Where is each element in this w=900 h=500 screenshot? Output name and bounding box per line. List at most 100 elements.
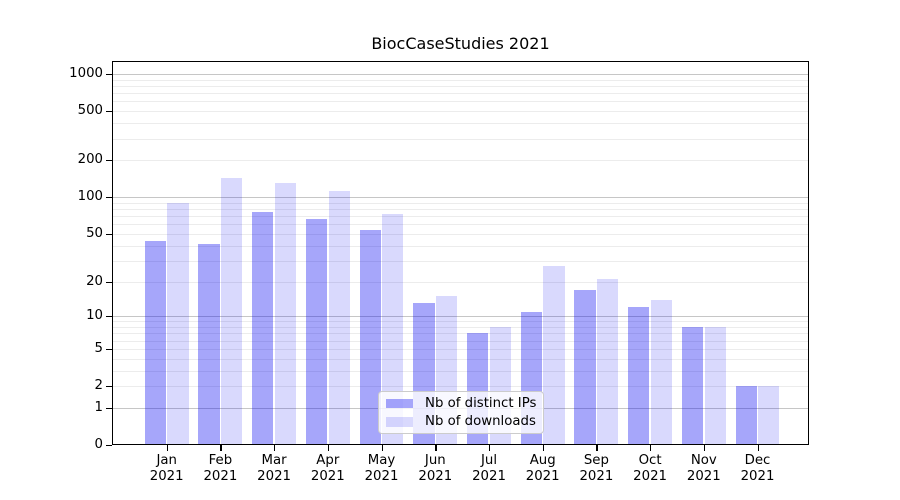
x-axis-tick-label-line: 2021	[364, 468, 399, 484]
plot-area	[112, 61, 809, 445]
gridline-minor	[112, 209, 809, 210]
gridline-minor	[112, 348, 809, 350]
y-axis-tick	[105, 348, 112, 351]
x-axis-tick-label: Jun 2021	[403, 453, 467, 484]
bar-distinct-ips	[252, 211, 274, 445]
bar-downloads	[650, 299, 673, 445]
x-axis-tick-label-line: Feb	[208, 453, 233, 468]
legend-label: Nb of downloads	[425, 414, 536, 430]
bar-distinct-ips	[735, 386, 757, 445]
legend-swatch-downloads	[386, 417, 413, 427]
x-axis-tick-label-line: Apr	[316, 453, 340, 468]
x-axis-tick-label: Feb 2021	[188, 453, 252, 484]
bar-distinct-ips	[681, 327, 704, 445]
gridline-minor	[112, 93, 809, 95]
y-axis-tick	[105, 445, 112, 447]
x-axis-tick	[596, 445, 598, 451]
bar-downloads	[704, 327, 726, 445]
x-axis-tick-label: Nov 2021	[672, 453, 736, 484]
gridline-major	[112, 316, 809, 318]
x-axis-tick-label-line: Jul	[480, 453, 498, 468]
legend-item: Nb of distinct IPs	[379, 394, 543, 413]
y-axis-tick-label: 2	[94, 378, 103, 393]
x-axis-tick	[489, 445, 491, 451]
gridline-major	[112, 197, 809, 199]
gridline-minor	[112, 111, 809, 113]
gridline-minor	[112, 101, 809, 103]
gridline-minor	[112, 370, 809, 372]
bar-downloads	[328, 191, 350, 445]
gridline-minor	[112, 260, 809, 262]
x-axis-tick	[542, 445, 544, 451]
x-axis-tick	[274, 445, 276, 451]
gridline-minor	[112, 327, 809, 328]
bar-downloads	[758, 386, 780, 445]
bar-downloads	[221, 177, 243, 445]
x-axis-tick-label: Apr 2021	[296, 453, 360, 484]
bar-downloads	[543, 266, 565, 445]
x-axis-tick	[381, 445, 383, 451]
x-axis-tick-label-line: May	[367, 453, 396, 468]
x-axis-tick-label-line: Aug	[529, 453, 556, 468]
x-axis-tick-label-line: 2021	[472, 468, 506, 484]
x-axis-tick-label-line: 2021	[686, 468, 721, 484]
gridline-minor	[112, 333, 809, 335]
y-axis-tick-label: 1	[94, 399, 103, 415]
gridline-minor	[112, 281, 809, 283]
x-axis-tick	[650, 445, 652, 451]
gridline-minor	[112, 138, 809, 140]
x-axis-tick	[327, 445, 330, 451]
x-axis-tick-label-line: Jan	[156, 453, 177, 468]
legend-swatch-distinct-ips	[386, 398, 413, 408]
x-axis-tick-label: Oct 2021	[618, 453, 682, 484]
gridline-minor	[112, 160, 809, 162]
y-axis-tick-label: 500	[77, 103, 103, 119]
gridline-minor	[112, 321, 809, 323]
x-axis-tick-label-line: Mar	[261, 453, 287, 468]
x-axis-tick	[757, 445, 759, 451]
y-axis-tick-label: 5	[94, 340, 103, 356]
bar-distinct-ips	[574, 289, 596, 445]
x-axis-tick	[220, 445, 222, 451]
x-axis-tick-label: Jul 2021	[457, 453, 521, 484]
bar-distinct-ips	[305, 219, 328, 445]
legend-label: Nb of distinct IPs	[425, 395, 537, 411]
x-axis-tick-label-line: 2021	[310, 468, 345, 484]
legend: Nb of distinct IPs Nb of downloads	[378, 391, 544, 434]
y-axis-tick-label: 100	[77, 189, 103, 205]
x-axis-tick-label: Mar 2021	[242, 453, 306, 484]
gridline-minor	[112, 79, 809, 81]
y-axis-tick	[105, 281, 112, 283]
x-axis-tick-label: Aug 2021	[511, 453, 575, 484]
x-axis-tick-label-line: Jun	[424, 453, 446, 468]
y-axis-tick-label: 20	[86, 273, 103, 289]
y-axis-tick-label: 10	[86, 308, 103, 324]
x-axis-tick-label-line: 2021	[203, 468, 238, 484]
x-axis-tick-label-line: 2021	[740, 468, 775, 484]
x-axis-tick-label-line: Oct	[638, 453, 662, 468]
x-axis-tick	[166, 445, 168, 451]
x-axis-tick-label: Jan 2021	[135, 453, 199, 484]
gridline-minor	[112, 340, 809, 342]
gridline-minor	[112, 202, 809, 204]
bar-downloads	[382, 213, 404, 445]
legend-item: Nb of downloads	[379, 413, 543, 432]
y-axis-tick	[105, 407, 112, 410]
gridline-major	[112, 73, 809, 75]
bar-downloads	[274, 183, 297, 445]
gridline-minor	[112, 123, 809, 125]
gridline-minor	[112, 216, 809, 218]
gridline-minor	[112, 358, 809, 360]
gridline-minor	[112, 245, 809, 247]
bar-distinct-ips	[628, 307, 650, 445]
x-axis-tick-label: Dec 2021	[726, 453, 790, 484]
x-axis-tick-label-line: 2021	[418, 468, 453, 484]
bar-distinct-ips	[144, 240, 166, 445]
y-axis-tick	[105, 316, 112, 318]
y-axis-tick-label: 50	[86, 225, 103, 241]
gridline-minor	[112, 85, 809, 87]
bar-distinct-ips	[198, 244, 220, 445]
x-axis-tick-label: May 2021	[350, 453, 414, 484]
x-axis-tick-label-line: 2021	[257, 468, 292, 484]
